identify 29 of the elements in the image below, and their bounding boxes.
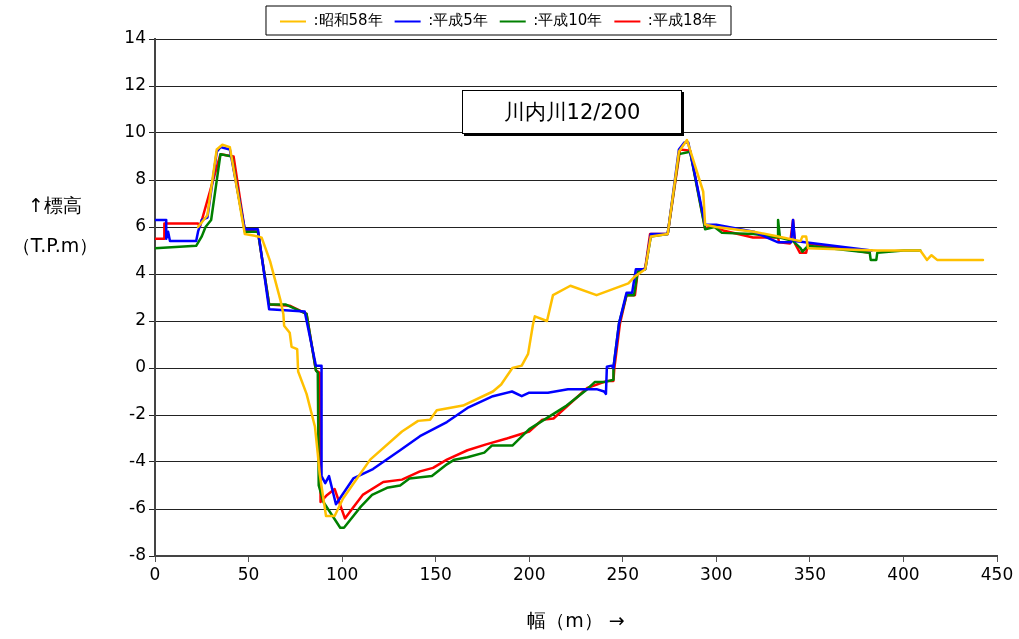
y-tick-label: 14 xyxy=(124,27,146,48)
y-tick-label: -2 xyxy=(129,403,146,424)
y-tick-label: 10 xyxy=(124,121,146,142)
x-tick-label: 150 xyxy=(419,563,452,584)
legend-label: :平成18年 xyxy=(647,11,718,30)
x-tick-label: 0 xyxy=(149,563,161,584)
x-tick-label: 300 xyxy=(700,563,733,584)
y-tick-label: 12 xyxy=(124,74,146,95)
y-tick-label: 4 xyxy=(135,262,146,283)
y-tick-label: -6 xyxy=(129,497,146,518)
legend-label: :平成5年 xyxy=(428,11,488,30)
y-tick-label: 0 xyxy=(135,356,146,377)
legend-label: :平成10年 xyxy=(533,11,603,30)
x-tick-label: 50 xyxy=(237,563,260,584)
title-frame: 川内川12/200 xyxy=(462,90,682,134)
y-tick-label: -8 xyxy=(129,544,146,565)
legend-label: :昭和58年 xyxy=(313,11,383,30)
y-tick-label: -4 xyxy=(129,450,146,471)
x-tick-label: 350 xyxy=(793,563,827,584)
x-axis-title: 幅（m） → xyxy=(526,608,626,633)
y-axis-title: ↑標高（T.P.m） xyxy=(11,193,99,258)
x-tick-label: 100 xyxy=(325,563,359,584)
x-tick-label: 250 xyxy=(606,563,639,584)
x-tick-label: 200 xyxy=(513,563,546,584)
y-tick-label: 2 xyxy=(135,309,146,330)
y-tick-label: 8 xyxy=(135,168,146,189)
y-tick-label: 6 xyxy=(135,215,146,236)
x-tick-label: 400 xyxy=(887,563,920,584)
x-tick-label: 450 xyxy=(980,563,1014,584)
